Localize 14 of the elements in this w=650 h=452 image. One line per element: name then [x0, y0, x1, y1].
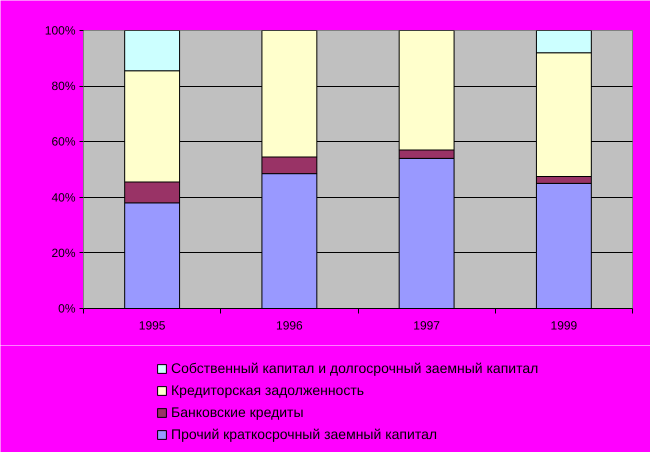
- y-tick-label: 80%: [51, 79, 76, 94]
- legend-label: Собственный капитал и долгосрочный заемный капитал: [171, 360, 538, 376]
- y-tick-label: 100%: [44, 24, 76, 38]
- y-tick-label: 40%: [51, 190, 76, 204]
- legend-label: Прочий краткосрочный заемный капитал: [171, 426, 438, 442]
- legend-label: Банковские кредиты: [171, 404, 304, 420]
- legend-label: Кредиторская задолженность: [171, 382, 364, 398]
- y-tick-label: 0%: [58, 302, 76, 316]
- x-tick-label: 1999: [550, 318, 578, 332]
- x-tick-label: 1996: [276, 318, 304, 332]
- y-tick-label: 60%: [51, 134, 76, 149]
- x-tick-label: 1995: [138, 318, 166, 332]
- x-tick-label: 1997: [413, 318, 440, 332]
- y-tick-label: 20%: [51, 246, 76, 260]
